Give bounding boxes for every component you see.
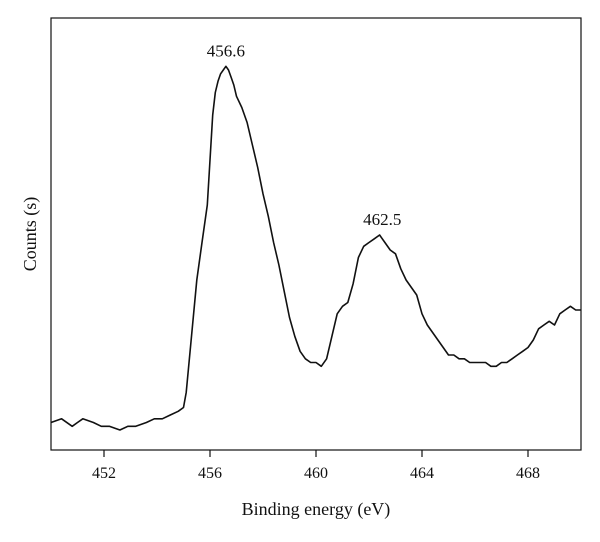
x-tick-label: 460 [304, 465, 328, 482]
x-tick-label: 452 [92, 465, 116, 482]
x-tick-label: 464 [410, 465, 434, 482]
x-tick-label: 456 [198, 465, 222, 482]
spectrum-line [50, 65, 581, 431]
peak-label: 462.5 [363, 210, 401, 229]
peak-annotations: 456.6 462.5 [207, 41, 402, 229]
plot-frame [50, 17, 582, 451]
x-tick-label: 468 [516, 465, 540, 482]
y-axis-title: Counts (s) [20, 197, 41, 272]
x-axis-ticks: 452 456 460 464 468 [92, 450, 540, 482]
x-axis-title: Binding energy (eV) [242, 499, 391, 520]
peak-label: 456.6 [207, 41, 245, 60]
